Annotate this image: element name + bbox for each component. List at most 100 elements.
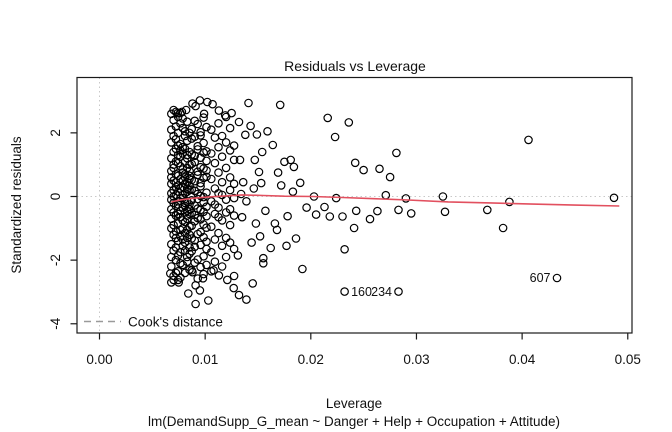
data-point — [184, 289, 193, 298]
data-point — [210, 235, 220, 244]
data-point — [225, 123, 235, 133]
data-point — [330, 132, 340, 142]
data-point — [250, 155, 260, 165]
data-point — [214, 203, 223, 212]
y-tick-label: 0 — [48, 193, 63, 201]
data-point — [204, 296, 213, 305]
data-point — [552, 273, 562, 283]
data-point — [182, 136, 192, 146]
data-point — [187, 246, 197, 256]
data-point — [199, 138, 208, 148]
data-point — [338, 212, 347, 221]
data-point — [196, 127, 205, 137]
data-point — [229, 244, 239, 254]
data-point — [229, 141, 239, 150]
data-point — [256, 178, 266, 188]
data-point — [209, 265, 218, 275]
data-point — [273, 168, 283, 177]
data-point — [381, 190, 391, 200]
data-point — [207, 125, 216, 135]
data-point — [283, 211, 292, 221]
data-point — [242, 295, 251, 304]
data-point — [229, 271, 239, 281]
model-formula-caption: lm(DemandSupp_G_mean ~ Danger + Help + O… — [148, 414, 560, 429]
data-point — [258, 258, 268, 268]
data-point — [182, 214, 192, 224]
smooth-line — [171, 194, 620, 207]
data-point — [394, 205, 403, 215]
data-point — [221, 163, 231, 173]
data-point — [221, 252, 231, 262]
data-point — [199, 251, 208, 261]
data-point — [248, 279, 258, 288]
data-point — [180, 179, 190, 189]
data-point — [227, 108, 236, 118]
data-point — [173, 108, 183, 118]
data-point — [166, 269, 175, 278]
data-point — [229, 283, 239, 293]
data-point — [187, 221, 197, 231]
data-point — [401, 194, 411, 203]
data-point — [214, 119, 223, 128]
data-point — [257, 147, 267, 157]
data-point — [340, 245, 349, 254]
data-point — [217, 177, 227, 187]
point-label: 234 — [371, 285, 392, 299]
data-point — [185, 249, 194, 259]
data-point — [171, 211, 181, 220]
data-point — [190, 157, 200, 167]
data-point — [177, 107, 187, 117]
y-tick-label: -4 — [48, 317, 63, 329]
data-point — [174, 278, 184, 287]
chart-generated-layer: 0.00 0.01 0.02 0.03 0.04 0.05 -4 -2 0 2 160 234 607 — [48, 77, 641, 367]
data-point — [207, 222, 216, 232]
data-point — [246, 121, 255, 131]
data-point — [202, 202, 211, 212]
data-point — [214, 168, 223, 177]
data-point — [244, 98, 253, 108]
data-point — [185, 181, 194, 190]
data-point — [225, 173, 235, 182]
data-point — [365, 214, 375, 224]
legend-label: Cook's distance — [128, 315, 223, 330]
data-point — [225, 204, 235, 214]
data-point — [210, 257, 220, 267]
data-point — [249, 184, 259, 193]
data-point — [207, 247, 216, 257]
data-point — [350, 158, 360, 168]
data-point — [438, 192, 448, 201]
data-point — [302, 203, 311, 212]
data-point — [268, 140, 278, 150]
data-point — [214, 106, 224, 115]
data-point — [214, 228, 223, 238]
data-point — [373, 206, 382, 216]
data-point — [202, 122, 211, 132]
data-point — [394, 287, 403, 296]
data-point — [178, 142, 188, 152]
x-tick-label: 0.04 — [509, 352, 536, 367]
data-point — [190, 242, 200, 252]
data-point — [202, 260, 211, 270]
data-point — [263, 127, 272, 136]
data-point — [229, 155, 239, 165]
data-point — [311, 210, 321, 219]
plot-box — [76, 76, 633, 334]
data-point — [210, 158, 220, 168]
data-point — [235, 155, 245, 165]
data-point — [199, 269, 208, 279]
data-point — [198, 273, 208, 283]
data-point — [236, 189, 246, 199]
data-point — [171, 107, 181, 117]
data-point — [225, 238, 235, 247]
data-point — [202, 172, 211, 182]
data-point — [217, 241, 227, 251]
data-point — [234, 290, 244, 300]
data-point — [171, 227, 181, 236]
data-point — [173, 150, 183, 160]
data-point — [167, 262, 176, 271]
data-point — [406, 209, 416, 218]
data-point — [266, 243, 276, 253]
data-point — [498, 223, 508, 233]
data-point — [241, 130, 250, 140]
